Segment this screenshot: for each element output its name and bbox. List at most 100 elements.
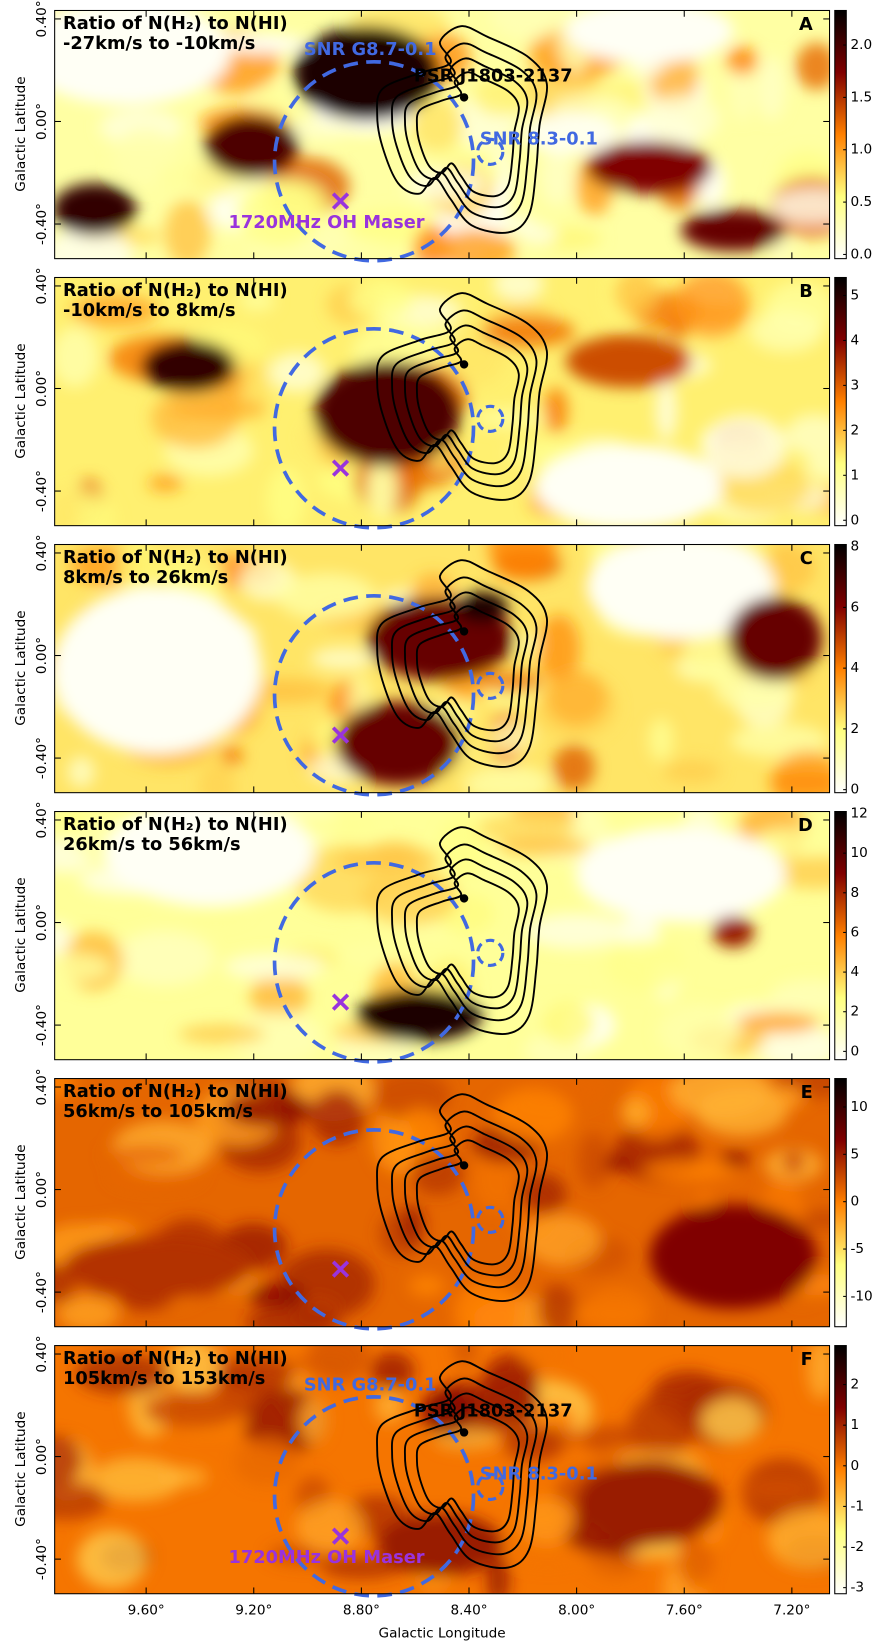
y-axis-label: Galactic Latitude (13, 877, 29, 992)
pulsar-dot (459, 1161, 469, 1170)
snr-small-circle (476, 671, 505, 701)
heatmap-cell (700, 1397, 762, 1444)
plot-frame (54, 1345, 831, 1595)
pulsar-dot (459, 894, 469, 903)
heatmap-cell (54, 227, 133, 259)
heatmap-cell (63, 1235, 252, 1299)
colorbar-tick-label: 2 (850, 1377, 859, 1393)
contour (376, 826, 549, 1035)
contour (403, 1392, 529, 1544)
y-tick-label: 0.40° (34, 0, 50, 37)
colorbar-tick-label: 10 (850, 1099, 867, 1115)
colorbar-tick-label: -1 (850, 1498, 864, 1514)
heatmap-cell (540, 147, 573, 206)
heatmap-cell (663, 759, 721, 783)
colorbar-tick-label: 2 (850, 1004, 859, 1020)
heatmap-texture (54, 544, 830, 793)
contour (403, 1125, 529, 1277)
y-tick-label: 0.40° (34, 1068, 50, 1105)
colorbar-tick-label: 2 (850, 721, 859, 737)
heatmap-cell (538, 1283, 576, 1327)
colorbar-tick-label: 4 (850, 660, 859, 676)
heatmap-cell (643, 1159, 737, 1181)
heatmap-cell (75, 1353, 170, 1394)
colorbar (834, 1345, 847, 1595)
colorbar-tick-label: -3 (850, 1580, 864, 1596)
y-tick-label: 0.00° (34, 103, 50, 140)
heatmap-cell (141, 340, 236, 393)
x-tick-label: 8.80° (343, 1602, 380, 1618)
panel: Ratio of N(H₂) to N(HI)56km/s to 105km/s… (13, 1068, 873, 1331)
panel: Ratio of N(H₂) to N(HI)-10km/s to 8km/s B… (13, 267, 859, 530)
panel-subtitle: 56km/s to 105km/s (63, 1101, 253, 1122)
heatmap-cell (644, 94, 720, 144)
contour (403, 324, 529, 476)
heatmap-cell (91, 1457, 183, 1502)
heatmap-cell (295, 1499, 366, 1554)
heatmap-cell (336, 846, 441, 873)
heatmap-cell (720, 1150, 751, 1168)
annotation: SNR 8.3-0.1 (480, 1463, 598, 1484)
panel-title: Ratio of N(H₂) to N(HI) (63, 280, 288, 301)
panel-subtitle: -27km/s to -10km/s (63, 33, 255, 54)
x-tick-label: 9.60° (128, 1602, 165, 1618)
overlays (272, 826, 549, 1064)
heatmap-cell (492, 1088, 574, 1143)
colorbar-tick-label: 8 (850, 539, 859, 555)
heatmap-cell (576, 1460, 723, 1545)
y-tick-label: 0.00° (34, 1171, 50, 1208)
panel: Ratio of N(H₂) to N(HI)-27km/s to -10km/… (13, 0, 872, 263)
y-axis-label: Galactic Latitude (13, 1411, 29, 1526)
x-axis-label: Galactic Longitude (379, 1626, 506, 1642)
panel-title: Ratio of N(H₂) to N(HI) (63, 1081, 288, 1102)
contour (376, 1360, 549, 1569)
heatmap-cell (310, 647, 374, 670)
heatmap-cell (756, 56, 786, 120)
colorbar-tick-label: 8 (850, 885, 859, 901)
heatmap-cell (198, 761, 236, 793)
panel-letter: A (799, 14, 813, 35)
heatmap-cell (772, 187, 830, 225)
colorbar-tick-label: 12 (850, 806, 867, 822)
heatmap-cell (605, 939, 684, 992)
annotation: PSR J1803-2137 (414, 65, 573, 86)
heatmap-cell (408, 1274, 446, 1298)
colorbar-tick-label: 0 (850, 1194, 859, 1210)
panel-letter: C (800, 548, 813, 569)
heatmap-cell (370, 1351, 415, 1390)
heatmap-cell (411, 1151, 465, 1195)
pulsar-dot (459, 1428, 469, 1437)
colorbar-tick-label: 5 (850, 287, 859, 303)
panel-letter: D (798, 815, 813, 836)
heatmap-cell (453, 1279, 520, 1327)
heatmap-cell (649, 1204, 817, 1309)
heatmap-cell (419, 1389, 475, 1434)
heatmap-cell (583, 1285, 652, 1327)
heatmap-cell (233, 1011, 322, 1060)
heatmap-cell (807, 1345, 830, 1400)
heatmap-cell (805, 454, 830, 480)
heatmap-cell (477, 813, 576, 843)
y-tick-label: 0.00° (34, 1438, 50, 1475)
heatmap-cell (782, 1149, 805, 1174)
heatmap-cell (648, 718, 674, 762)
snr-circle (272, 593, 476, 797)
contour (415, 1406, 520, 1533)
heatmap-cell (266, 466, 306, 526)
snr-circle (272, 59, 476, 263)
heatmap-cell (372, 1078, 451, 1122)
snr-circle (272, 1395, 476, 1598)
heatmap-cell (389, 1120, 416, 1177)
heatmap-cell (730, 723, 829, 758)
panel-letter: E (801, 1082, 813, 1103)
heatmap-cell (340, 943, 395, 966)
plot-frame (54, 1078, 831, 1328)
panel-subtitle: 26km/s to 56km/s (63, 834, 241, 855)
annotation: SNR 8.3-0.1 (480, 128, 598, 149)
contour (415, 1139, 520, 1266)
overlays (272, 1360, 549, 1598)
heatmap-cell (222, 35, 308, 54)
colorbar-tick-label: 2.0 (850, 37, 872, 53)
panel-subtitle: 105km/s to 153km/s (63, 1368, 265, 1389)
